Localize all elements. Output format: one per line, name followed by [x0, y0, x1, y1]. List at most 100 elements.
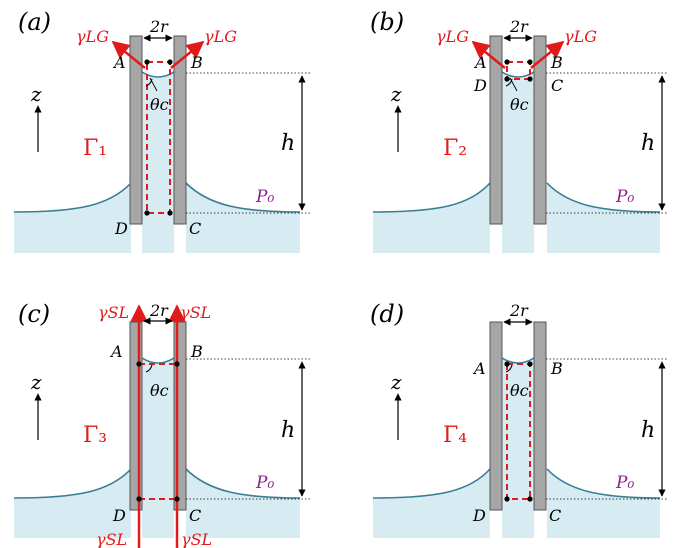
point-a: [144, 59, 150, 65]
point-b: [527, 361, 533, 367]
meniscus: [13, 182, 132, 213]
label-a: A: [473, 53, 487, 72]
capillary-wall-right: [173, 35, 187, 225]
meniscus: [185, 182, 301, 213]
label-c: C: [189, 219, 201, 238]
point-c: [174, 496, 180, 502]
capillary-wall-right: [533, 35, 547, 225]
control-contour: [506, 363, 531, 500]
liquid-bath: [373, 469, 490, 538]
liquid-bath: [373, 183, 490, 253]
theta-label: θc: [150, 95, 169, 114]
theta-label: θc: [510, 381, 529, 400]
panel-label: (d): [370, 300, 404, 328]
point-b: [167, 59, 173, 65]
force-label-top-right: γSL: [180, 303, 211, 322]
z-label: z: [390, 370, 402, 394]
h-label: h: [281, 418, 295, 443]
panel-d: (d) 2r A B C D θc Γ₄ z h P₀: [370, 300, 668, 538]
label-a: A: [109, 342, 123, 361]
label-c: C: [549, 506, 561, 525]
h-label: h: [641, 418, 655, 443]
force-label-bottom-right: γSL: [181, 530, 212, 548]
capillary-wall-left: [129, 35, 143, 225]
meniscus: [185, 468, 301, 499]
meniscus: [13, 468, 132, 499]
force-arrow: [111, 40, 146, 69]
force-label-bottom-left: γSL: [96, 530, 127, 548]
panel-label: (a): [18, 8, 51, 36]
label-a: A: [472, 359, 486, 378]
liquid-bath: [186, 183, 300, 253]
h-label: h: [281, 131, 295, 156]
meniscus: [546, 468, 661, 499]
point-d: [504, 76, 510, 82]
width-label: 2r: [509, 17, 529, 36]
contact-angle-arc: [505, 78, 513, 87]
label-b: B: [190, 53, 203, 72]
point-d: [144, 210, 150, 216]
meniscus: [372, 182, 491, 213]
theta-leader: [509, 77, 518, 92]
pressure-label: P₀: [255, 187, 274, 207]
pressure-label: P₀: [615, 187, 634, 207]
liquid-column: [142, 72, 174, 253]
contact-angle-arc: [145, 78, 153, 87]
point-a: [504, 361, 510, 367]
contact-angle-arc: [505, 364, 513, 373]
width-label: 2r: [149, 301, 169, 320]
force-label-left: γLG: [436, 27, 469, 46]
label-b: B: [550, 359, 563, 378]
h-label: h: [641, 131, 655, 156]
panel-label: (b): [370, 8, 404, 36]
capillary-wall-left: [489, 321, 503, 511]
force-arrow: [471, 40, 506, 69]
liquid-column: [142, 358, 174, 538]
label-d: D: [473, 76, 487, 95]
meniscus: [141, 71, 175, 78]
pressure-label: P₀: [255, 473, 274, 493]
meniscus: [546, 182, 661, 213]
theta-leader: [149, 77, 158, 92]
label-d: D: [472, 506, 486, 525]
label-d: D: [114, 219, 128, 238]
width-label: 2r: [149, 17, 169, 36]
z-label: z: [30, 82, 42, 106]
contour-label: Γ₃: [83, 423, 107, 448]
label-b: B: [550, 53, 563, 72]
label-c: C: [189, 506, 201, 525]
panel-c: (c) γSL γSL γSL γSL 2r A B C D θc Γ₃ z h…: [13, 300, 310, 548]
force-label-left: γLG: [76, 27, 109, 46]
liquid-bath: [14, 469, 131, 538]
point-c: [167, 210, 173, 216]
force-label-right: γLG: [564, 27, 597, 46]
control-contour: [506, 61, 531, 80]
liquid-column: [502, 72, 534, 253]
label-d: D: [112, 506, 126, 525]
z-label: z: [30, 370, 42, 394]
liquid-column: [502, 358, 534, 538]
liquid-bath: [547, 183, 660, 253]
panel-a: (a) γLG γLG 2r A B C D θc Γ₁ z h P₀: [13, 8, 310, 253]
point-c: [527, 496, 533, 502]
liquid-bath: [14, 183, 131, 253]
meniscus: [141, 357, 175, 364]
meniscus: [372, 468, 491, 499]
point-a: [504, 59, 510, 65]
force-label-right: γLG: [204, 27, 237, 46]
capillary-wall-right: [533, 321, 547, 511]
panel-b: (b) γLG γLG 2r A B C D θc Γ₂ z h P₀: [370, 8, 668, 253]
force-arrow: [530, 40, 565, 69]
label-a: A: [112, 53, 126, 72]
contour-label: Γ₄: [443, 423, 467, 448]
contour-label: Γ₂: [443, 136, 467, 161]
z-label: z: [390, 82, 402, 106]
point-d: [136, 496, 142, 502]
label-c: C: [551, 76, 563, 95]
point-c: [527, 76, 533, 82]
force-label-top-left: γSL: [98, 303, 129, 322]
contact-angle-arc: [145, 364, 153, 373]
control-contour: [146, 61, 171, 214]
meniscus: [501, 71, 535, 78]
